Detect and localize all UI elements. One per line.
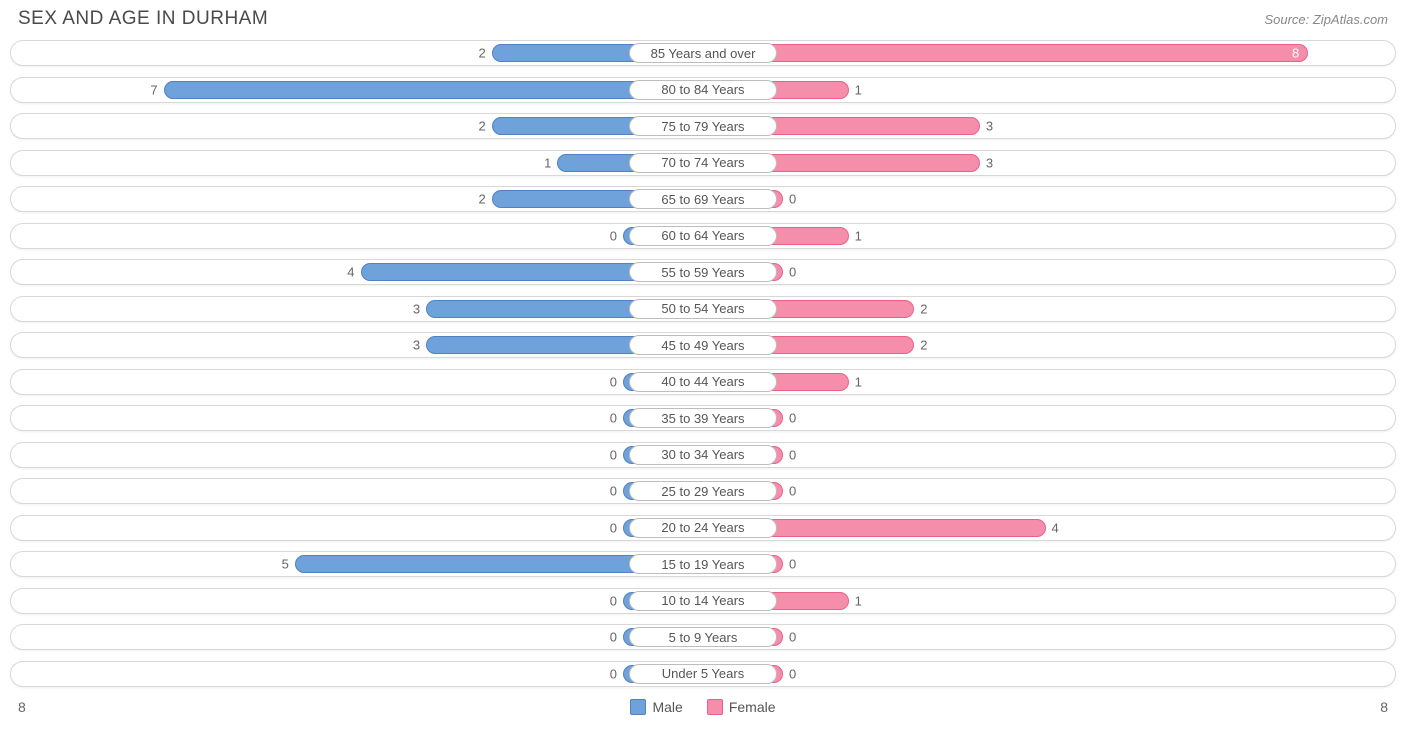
bar-row: 10 to 14 Years 0 1 — [10, 588, 1396, 614]
age-label-pill: 75 to 79 Years — [629, 116, 777, 136]
value-male: 2 — [479, 192, 486, 207]
age-label-pill: 55 to 59 Years — [629, 262, 777, 282]
legend-swatch-female — [707, 699, 723, 715]
value-female: 1 — [855, 374, 862, 389]
value-male: 2 — [479, 46, 486, 61]
value-female: 2 — [920, 301, 927, 316]
chart-title: SEX AND AGE IN DURHAM — [18, 8, 268, 30]
value-female: 0 — [789, 630, 796, 645]
legend-item-male: Male — [630, 699, 682, 715]
age-label-pill: 45 to 49 Years — [629, 335, 777, 355]
value-female: 1 — [855, 228, 862, 243]
age-label-pill: 80 to 84 Years — [629, 80, 777, 100]
legend-item-female: Female — [707, 699, 776, 715]
chart-footer: 8 Male Female 8 — [0, 699, 1406, 715]
value-female: 4 — [1052, 520, 1059, 535]
legend: Male Female — [630, 699, 775, 715]
bar-row: 75 to 79 Years 2 3 — [10, 113, 1396, 139]
bar-row: 45 to 49 Years 3 2 — [10, 332, 1396, 358]
age-label-pill: 35 to 39 Years — [629, 408, 777, 428]
age-label-pill: 30 to 34 Years — [629, 445, 777, 465]
value-female: 0 — [789, 666, 796, 681]
bar-row: 60 to 64 Years 0 1 — [10, 223, 1396, 249]
bar-row: 50 to 54 Years 3 2 — [10, 296, 1396, 322]
chart-source: Source: ZipAtlas.com — [1264, 12, 1388, 27]
value-female: 3 — [986, 155, 993, 170]
legend-label-female: Female — [729, 699, 776, 715]
value-female: 0 — [789, 411, 796, 426]
value-female: 0 — [789, 192, 796, 207]
age-label-pill: 5 to 9 Years — [629, 627, 777, 647]
value-male: 0 — [610, 374, 617, 389]
value-male: 0 — [610, 411, 617, 426]
bar-row: 80 to 84 Years 7 1 — [10, 77, 1396, 103]
age-label-pill: 85 Years and over — [629, 43, 777, 63]
value-male: 0 — [610, 520, 617, 535]
bar-female — [703, 44, 1308, 62]
bar-row: Under 5 Years 0 0 — [10, 661, 1396, 687]
axis-left-max: 8 — [18, 699, 26, 715]
chart-header: SEX AND AGE IN DURHAM Source: ZipAtlas.c… — [0, 0, 1406, 34]
age-label-pill: 70 to 74 Years — [629, 153, 777, 173]
value-male: 0 — [610, 447, 617, 462]
age-label-pill: 65 to 69 Years — [629, 189, 777, 209]
age-label-pill: 25 to 29 Years — [629, 481, 777, 501]
bar-row: 20 to 24 Years 0 4 — [10, 515, 1396, 541]
bar-row: 70 to 74 Years 1 3 — [10, 150, 1396, 176]
age-label-pill: 10 to 14 Years — [629, 591, 777, 611]
value-male: 0 — [610, 484, 617, 499]
value-male: 7 — [150, 82, 157, 97]
bar-row: 30 to 34 Years 0 0 — [10, 442, 1396, 468]
value-male: 2 — [479, 119, 486, 134]
chart-area: 85 Years and over 2 8 80 to 84 Years 7 1 75 to… — [0, 34, 1406, 699]
value-female: 0 — [789, 557, 796, 572]
value-male: 0 — [610, 630, 617, 645]
bar-row: 65 to 69 Years 2 0 — [10, 186, 1396, 212]
value-female: 3 — [986, 119, 993, 134]
bar-row: 55 to 59 Years 4 0 — [10, 259, 1396, 285]
value-female: 0 — [789, 447, 796, 462]
value-female: 1 — [855, 593, 862, 608]
value-female: 0 — [789, 484, 796, 499]
age-label-pill: 20 to 24 Years — [629, 518, 777, 538]
value-male: 3 — [413, 338, 420, 353]
value-male: 0 — [610, 228, 617, 243]
value-female: 2 — [920, 338, 927, 353]
value-female: 1 — [855, 82, 862, 97]
value-female: 0 — [789, 265, 796, 280]
legend-swatch-male — [630, 699, 646, 715]
bar-row: 85 Years and over 2 8 — [10, 40, 1396, 66]
value-female: 8 — [1292, 46, 1299, 61]
value-male: 5 — [282, 557, 289, 572]
value-male: 0 — [610, 593, 617, 608]
age-label-pill: 60 to 64 Years — [629, 226, 777, 246]
value-male: 3 — [413, 301, 420, 316]
bar-row: 40 to 44 Years 0 1 — [10, 369, 1396, 395]
bar-male — [164, 81, 703, 99]
bar-row: 25 to 29 Years 0 0 — [10, 478, 1396, 504]
age-label-pill: 50 to 54 Years — [629, 299, 777, 319]
bar-row: 35 to 39 Years 0 0 — [10, 405, 1396, 431]
value-male: 4 — [347, 265, 354, 280]
legend-label-male: Male — [652, 699, 682, 715]
value-male: 1 — [544, 155, 551, 170]
bar-row: 15 to 19 Years 5 0 — [10, 551, 1396, 577]
axis-right-max: 8 — [1380, 699, 1388, 715]
bar-row: 5 to 9 Years 0 0 — [10, 624, 1396, 650]
age-label-pill: Under 5 Years — [629, 664, 777, 684]
age-label-pill: 15 to 19 Years — [629, 554, 777, 574]
value-male: 0 — [610, 666, 617, 681]
age-label-pill: 40 to 44 Years — [629, 372, 777, 392]
